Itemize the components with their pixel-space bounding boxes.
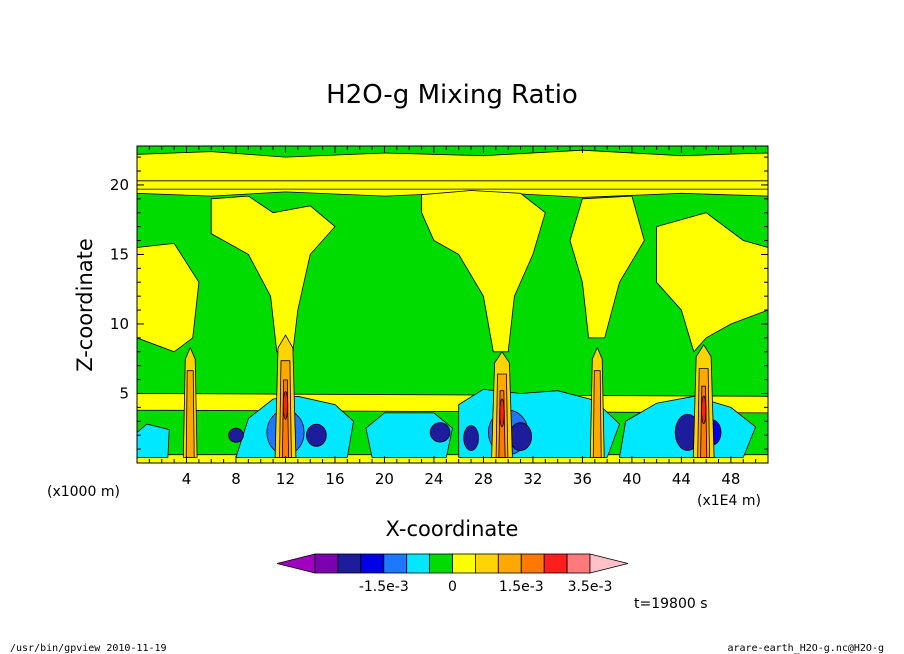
- y-axis: 5 10 15 20: [110, 156, 768, 450]
- colorbar-swatch: [543, 553, 568, 574]
- y-tick-label: 5: [119, 384, 129, 402]
- y-tick-label: 20: [110, 176, 129, 194]
- x-axis: 4 8 12 16 20 24 28 32 36 40 44 48: [148, 146, 757, 488]
- colorbar-arrow-high: [589, 553, 629, 574]
- x-tick-label: 12: [276, 470, 295, 488]
- footer-left: /usr/bin/gpview 2010-11-19: [10, 643, 167, 654]
- colorbar-label: 1.5e-3: [499, 579, 544, 595]
- colorbar-swatch: [566, 553, 591, 574]
- colorbar-swatch: [429, 553, 453, 574]
- contour-field: [137, 149, 768, 463]
- x-tick-label: 16: [325, 470, 344, 488]
- colorbar-label: -1.5e-3: [359, 579, 409, 595]
- x-tick-label: 48: [721, 470, 740, 488]
- low-layer: [137, 423, 170, 458]
- y-tick-label: 10: [110, 315, 129, 333]
- colorbar-swatch: [383, 553, 408, 574]
- colorbar-swatch: [337, 553, 362, 574]
- colorbar-arrow-low: [276, 553, 316, 574]
- dry-core: [306, 423, 327, 447]
- x-tick-label: 8: [231, 470, 241, 488]
- updraft-core: [185, 370, 195, 458]
- moisture-plume: [137, 242, 200, 353]
- colorbar-swatch: [406, 553, 431, 574]
- moisture-band: [137, 149, 768, 198]
- moisture-plume: [569, 195, 645, 339]
- x-tick-label: 44: [672, 470, 691, 488]
- moisture-band: [137, 180, 768, 190]
- plot-area: [137, 146, 768, 463]
- y-axis-label: Z-coordinate: [73, 238, 97, 372]
- colorbar-swatch: [474, 553, 499, 574]
- dry-core: [228, 427, 244, 443]
- x-tick-label: 4: [182, 470, 192, 488]
- moisture-plume: [421, 190, 546, 353]
- colorbar-swatch: [314, 553, 339, 574]
- x-tick-label: 20: [375, 470, 394, 488]
- plot-frame: [136, 145, 769, 464]
- x-tick-label: 32: [523, 470, 542, 488]
- updraft-peak: [282, 391, 289, 420]
- colorbar-swatch: [360, 553, 385, 574]
- colorbar-swatch: [520, 553, 545, 574]
- colorbar-label: 3.5e-3: [568, 579, 613, 595]
- x-tick-label: 36: [573, 470, 592, 488]
- updraft-peak: [499, 398, 505, 428]
- dry-core: [463, 425, 479, 451]
- updraft-core: [592, 370, 602, 458]
- colorbar-label: 0: [448, 579, 457, 595]
- dry-core: [429, 422, 451, 443]
- colorbar: -1.5e-3 0 1.5e-3 3.5e-3: [276, 553, 629, 595]
- colorbar-swatch: [497, 553, 522, 574]
- colorbar-swatch: [452, 553, 476, 574]
- moisture-plume: [656, 212, 768, 353]
- y-tick-label: 15: [110, 245, 129, 263]
- footer-right: arare-earth_H2O-g.nc@H2O-g: [727, 643, 884, 654]
- low-layer: [365, 412, 453, 458]
- x-unit-right: (x1E4 m): [697, 493, 761, 509]
- x-tick-label: 28: [474, 470, 493, 488]
- x-axis-label: X-coordinate: [386, 517, 519, 541]
- moisture-plume: [210, 195, 336, 353]
- x-unit-left: (x1000 m): [47, 484, 120, 500]
- updraft-peak: [701, 395, 707, 425]
- time-label: t=19800 s: [634, 596, 708, 612]
- chart-title: H2O-g Mixing Ratio: [326, 80, 578, 110]
- x-tick-label: 24: [424, 470, 443, 488]
- x-tick-label: 40: [622, 470, 641, 488]
- dry-core: [508, 422, 532, 451]
